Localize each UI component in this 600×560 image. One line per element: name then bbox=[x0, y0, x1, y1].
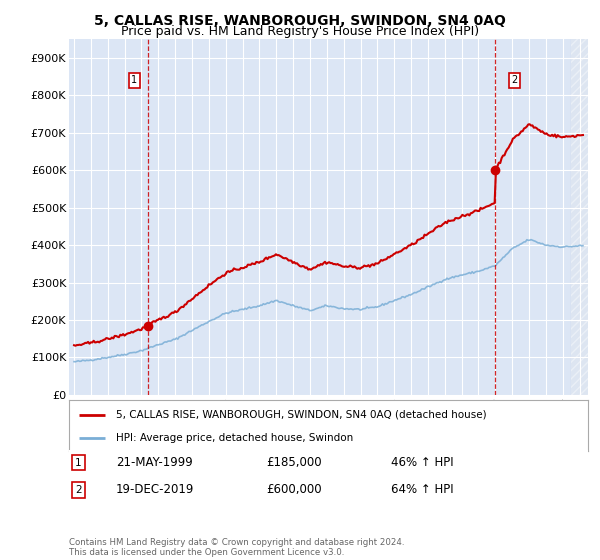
Bar bbox=[571, 39, 600, 395]
Text: 5, CALLAS RISE, WANBOROUGH, SWINDON, SN4 0AQ: 5, CALLAS RISE, WANBOROUGH, SWINDON, SN4… bbox=[94, 14, 506, 28]
Text: HPI: Average price, detached house, Swindon: HPI: Average price, detached house, Swin… bbox=[116, 433, 353, 443]
Text: £185,000: £185,000 bbox=[266, 456, 322, 469]
Text: Contains HM Land Registry data © Crown copyright and database right 2024.
This d: Contains HM Land Registry data © Crown c… bbox=[69, 538, 404, 557]
Text: 2: 2 bbox=[75, 485, 82, 495]
Text: 21-MAY-1999: 21-MAY-1999 bbox=[116, 456, 193, 469]
Text: 64% ↑ HPI: 64% ↑ HPI bbox=[391, 483, 454, 496]
Bar bbox=[571, 39, 600, 395]
Text: £600,000: £600,000 bbox=[266, 483, 322, 496]
Text: 19-DEC-2019: 19-DEC-2019 bbox=[116, 483, 194, 496]
Text: 1: 1 bbox=[75, 458, 82, 468]
Text: 1: 1 bbox=[131, 76, 137, 85]
Text: 5, CALLAS RISE, WANBOROUGH, SWINDON, SN4 0AQ (detached house): 5, CALLAS RISE, WANBOROUGH, SWINDON, SN4… bbox=[116, 409, 487, 419]
Text: Price paid vs. HM Land Registry's House Price Index (HPI): Price paid vs. HM Land Registry's House … bbox=[121, 25, 479, 38]
Text: 2: 2 bbox=[512, 76, 518, 85]
Text: 46% ↑ HPI: 46% ↑ HPI bbox=[391, 456, 454, 469]
